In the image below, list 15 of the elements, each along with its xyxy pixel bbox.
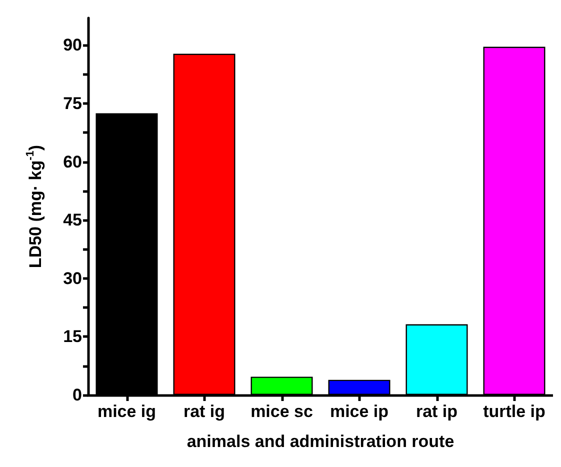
y-tick-label: 0: [72, 386, 82, 404]
y-tick-label: 15: [63, 327, 82, 346]
x-axis-title: animals and administration route: [186, 432, 454, 451]
y-tick-label: 90: [63, 36, 82, 55]
x-tick-label: mice sc: [250, 402, 313, 421]
x-tick-label: mice ip: [330, 402, 389, 421]
y-tick-label: 30: [63, 268, 82, 288]
y-tick-label: 60: [63, 152, 82, 172]
x-tick-label: turtle ip: [483, 402, 546, 421]
x-tick-label: rat ip: [416, 402, 458, 421]
y-axis-title: LD50 (mg· kg-1): [24, 144, 45, 268]
x-tick-label: rat ig: [183, 402, 226, 421]
y-tick-label: 75: [63, 94, 82, 114]
y-tick-label: 45: [63, 210, 82, 230]
x-tick-label: mice ig: [97, 402, 156, 421]
